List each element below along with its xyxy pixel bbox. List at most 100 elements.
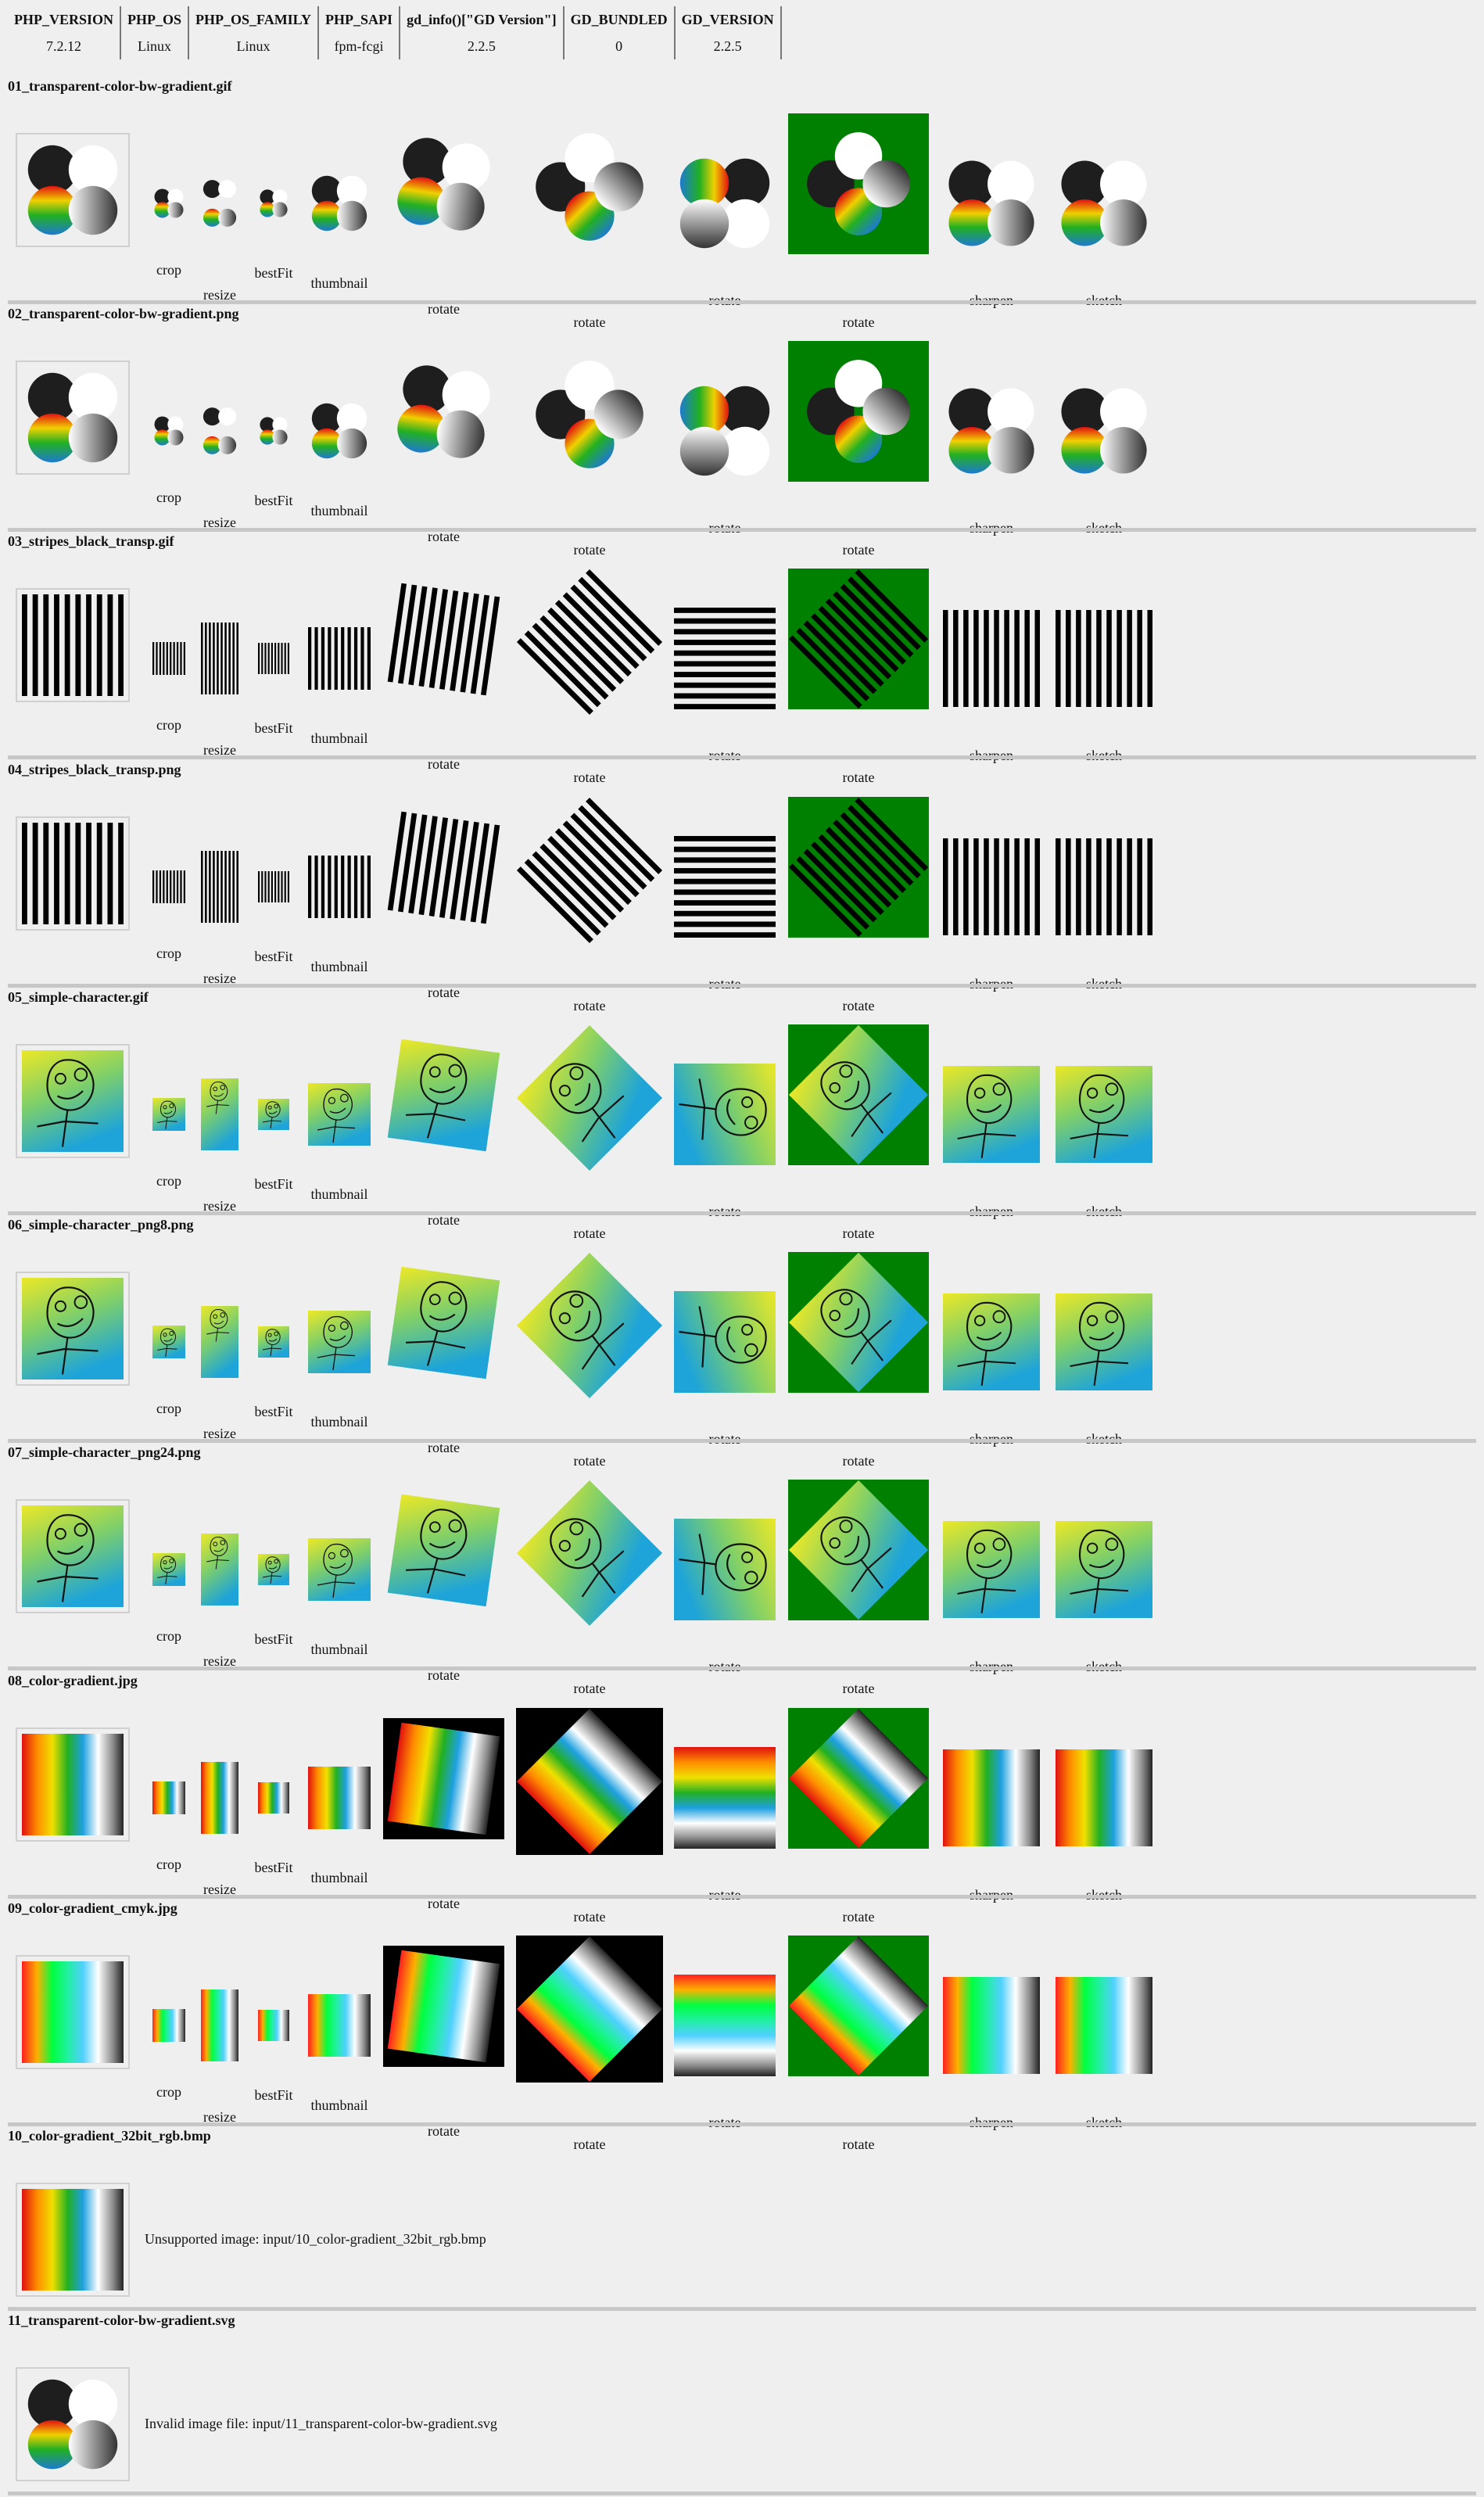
character-eye [267, 1333, 272, 1337]
black-circle [311, 403, 342, 434]
caption-crop: crop [156, 2084, 181, 2100]
result-image [154, 416, 184, 446]
caption-rotate: rotate [842, 542, 875, 558]
result-image [788, 1708, 929, 1849]
character-eye [973, 1542, 986, 1554]
stripe [1004, 610, 1009, 707]
section-separator [8, 1211, 1476, 1215]
character-eye [54, 1300, 66, 1312]
color-circle [27, 185, 77, 235]
gradient-fill [258, 2010, 289, 2041]
section-separator [8, 2122, 1476, 2126]
stripe [159, 870, 162, 903]
gray-circle [436, 410, 485, 458]
stripe [825, 598, 899, 673]
result-image [536, 133, 643, 241]
transform-result [201, 1078, 238, 1150]
original-image-graphic [22, 1961, 124, 2063]
color-circle [154, 202, 170, 218]
result-image [383, 1946, 504, 2067]
error-message: Unsupported image: input/10_color-gradie… [145, 2231, 486, 2247]
transform-result [383, 1946, 504, 2067]
gray-circle [218, 208, 237, 227]
black-circle [27, 145, 77, 195]
stripe [64, 823, 70, 924]
stripe [1106, 610, 1112, 707]
green-background [788, 569, 929, 709]
caption-rotate: rotate [573, 770, 606, 785]
stripe [213, 622, 215, 694]
stripe [22, 823, 27, 924]
transform-result [674, 1975, 776, 2076]
caption-bestFit: bestFit [254, 2087, 293, 2103]
color-circle [397, 177, 446, 225]
stripe [170, 870, 172, 903]
caption-thumbnail: thumbnail [310, 730, 368, 746]
stripe [480, 596, 500, 696]
original-image-graphic [22, 1734, 124, 1835]
result-image [943, 1066, 1040, 1163]
stripe [578, 576, 655, 654]
white-circle [442, 371, 490, 419]
stripe [118, 823, 124, 924]
transform-result [788, 1252, 929, 1393]
stripe [347, 856, 351, 918]
transform-result [943, 610, 1040, 707]
stripe [43, 823, 49, 924]
result-image [152, 870, 185, 903]
stripe [994, 838, 999, 935]
transform-result [258, 1326, 289, 1358]
color-circle [260, 202, 275, 217]
section-title: 03_stripes_black_transp.gif [8, 533, 174, 549]
character-eye [274, 1559, 279, 1564]
section-separator [8, 1895, 1476, 1899]
stripe [264, 643, 267, 674]
gradient-fill [1056, 1977, 1152, 2074]
env-header-cell: gd_info()["GD Version"] [400, 6, 565, 33]
transform-result [308, 1767, 371, 1829]
transform-result [383, 579, 504, 700]
stripe [450, 820, 469, 920]
section-separator [8, 2307, 1476, 2311]
stripe [232, 622, 235, 694]
gradient-fill [22, 1961, 124, 2063]
stripe [524, 630, 601, 708]
env-value-cell: 2.2.5 [674, 33, 782, 59]
result-image [788, 1480, 929, 1620]
stripe [1137, 610, 1142, 707]
transform-result [308, 400, 371, 462]
transform-result [788, 569, 929, 709]
stripe [166, 870, 168, 903]
env-value-cell: 7.2.12 [8, 33, 122, 59]
original-image [16, 2367, 130, 2481]
character-background [308, 1083, 371, 1146]
gray-circle [68, 413, 118, 463]
character-eye [169, 1331, 174, 1336]
caption-resize: resize [203, 742, 236, 758]
stripe [803, 620, 877, 694]
env-value-cell: 0 [563, 33, 676, 59]
transform-result [516, 113, 663, 260]
stripe [201, 851, 203, 923]
original-image [16, 1044, 130, 1158]
stripe [674, 672, 776, 677]
character-eye [992, 1537, 1006, 1552]
stripe [271, 643, 273, 674]
transform-result [201, 1306, 238, 1378]
transform-result [1056, 382, 1152, 479]
caption-rotate: rotate [842, 770, 875, 785]
character-eye [169, 1103, 174, 1109]
character-background [308, 1538, 371, 1601]
stripe [428, 589, 449, 688]
transform-result [152, 1326, 185, 1358]
character-background [201, 1306, 238, 1378]
gray-circle [1100, 199, 1147, 246]
character-eye [448, 1519, 462, 1533]
stripe [1066, 838, 1071, 935]
character-outline [317, 1316, 356, 1371]
result-image [1056, 1066, 1152, 1163]
character-outline [1070, 1529, 1129, 1613]
result-image [201, 1306, 238, 1378]
caption-rotate: rotate [428, 1896, 460, 1911]
character-eye [569, 1066, 584, 1081]
